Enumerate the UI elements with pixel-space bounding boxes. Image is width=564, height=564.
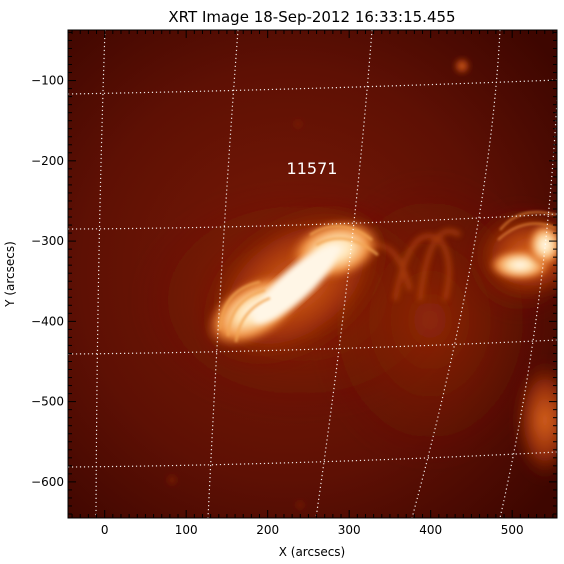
y-tick-label: −300	[31, 234, 64, 248]
y-axis-label: Y (arcsecs)	[3, 241, 17, 308]
heliographic-grid	[68, 30, 557, 518]
bright-point	[292, 118, 304, 130]
x-tick-label: 0	[101, 523, 109, 537]
x-tick-label: 100	[175, 523, 198, 537]
y-tick-label: −400	[31, 314, 64, 328]
x-axis: 0 100 200 300 400 500	[71, 30, 554, 537]
y-tick-label: −600	[31, 475, 64, 489]
x-axis-label: X (arcsecs)	[279, 545, 346, 559]
bright-point	[165, 473, 179, 487]
x-tick-label: 400	[419, 523, 442, 537]
bright-point	[453, 57, 471, 75]
y-tick-label: −100	[31, 74, 64, 88]
y-axis: −100 −200 −300 −400 −500 −600	[31, 31, 557, 515]
solar-image: 11571	[68, 30, 557, 518]
figure-title: XRT Image 18-Sep-2012 16:33:15.455	[168, 8, 455, 26]
plot-frame	[67, 29, 558, 519]
region-label: 11571	[287, 159, 338, 178]
y-tick-label: −500	[31, 395, 64, 409]
active-region-east	[475, 210, 557, 300]
y-tick-label: −200	[31, 154, 64, 168]
active-region-11571	[196, 199, 394, 371]
x-tick-label: 200	[256, 523, 279, 537]
x-tick-label: 300	[338, 523, 361, 537]
bright-point	[294, 499, 306, 511]
x-tick-label: 500	[501, 523, 524, 537]
